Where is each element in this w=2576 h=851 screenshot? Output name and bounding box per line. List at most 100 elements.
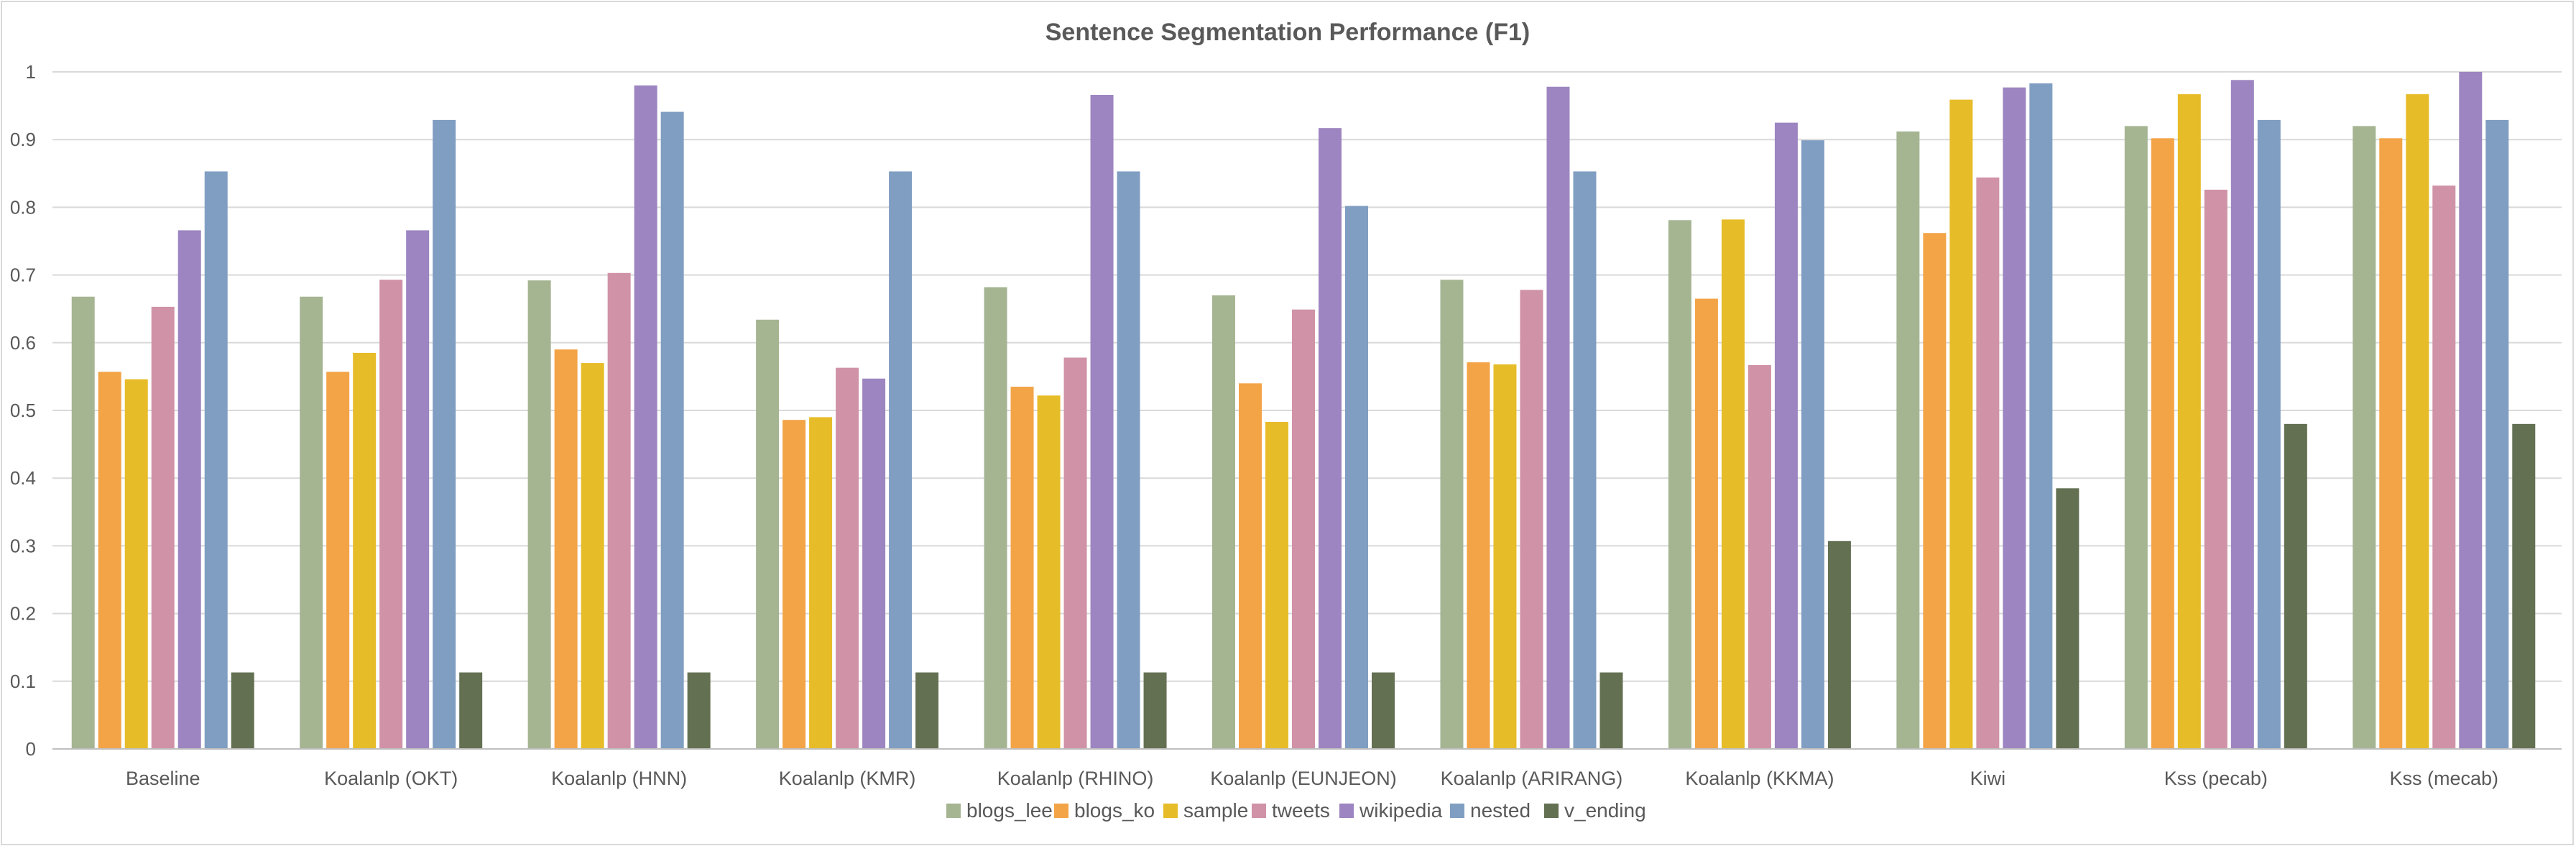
x-tick-label: Koalanlp (OKT) bbox=[324, 768, 458, 789]
bar-blogs_ko-10 bbox=[2379, 138, 2403, 750]
bar-v_ending-10 bbox=[2512, 423, 2536, 749]
bar-blogs_lee-3 bbox=[756, 319, 780, 750]
bar-wikipedia-6 bbox=[1546, 86, 1570, 749]
x-tick-label: Kiwi bbox=[1970, 768, 2006, 789]
legend-swatch-blogs_lee bbox=[946, 804, 961, 818]
bar-blogs_ko-4 bbox=[1010, 387, 1034, 749]
legend-label-sample: sample bbox=[1183, 799, 1248, 822]
bar-blogs_ko-2 bbox=[554, 349, 578, 750]
bar-sample-8 bbox=[1949, 99, 1973, 749]
bar-sample-2 bbox=[581, 363, 604, 749]
legend-label-blogs_ko: blogs_ko bbox=[1074, 799, 1155, 822]
bar-blogs_lee-1 bbox=[300, 296, 323, 749]
bar-wikipedia-0 bbox=[177, 230, 201, 750]
legend-label-tweets: tweets bbox=[1272, 799, 1330, 822]
y-tick-label: 0.1 bbox=[10, 671, 36, 692]
legend-label-wikipedia: wikipedia bbox=[1359, 799, 1443, 822]
bar-v_ending-6 bbox=[1599, 672, 1623, 749]
chart-title: Sentence Segmentation Performance (F1) bbox=[1045, 19, 1531, 46]
legend-swatch-sample bbox=[1163, 804, 1178, 818]
x-tick-label: Baseline bbox=[126, 768, 200, 789]
bar-wikipedia-9 bbox=[2230, 80, 2254, 749]
bar-sample-1 bbox=[353, 352, 377, 749]
bar-v_ending-3 bbox=[915, 672, 939, 749]
bar-tweets-1 bbox=[379, 280, 403, 750]
x-tick-label: Koalanlp (KKMA) bbox=[1685, 768, 1834, 789]
bar-v_ending-0 bbox=[231, 672, 254, 749]
bar-wikipedia-1 bbox=[406, 230, 430, 750]
bar-wikipedia-5 bbox=[1319, 128, 1342, 749]
bar-blogs_lee-7 bbox=[1668, 220, 1691, 750]
bar-sample-0 bbox=[124, 379, 148, 749]
bars bbox=[71, 72, 2536, 750]
bar-sample-4 bbox=[1037, 395, 1061, 749]
bar-tweets-2 bbox=[607, 272, 631, 749]
bar-nested-7 bbox=[1801, 140, 1824, 750]
bar-blogs_lee-4 bbox=[984, 287, 1007, 749]
bar-blogs_lee-6 bbox=[1440, 280, 1464, 750]
y-tick-label: 0.3 bbox=[10, 535, 36, 556]
y-tick-label: 0.6 bbox=[10, 332, 36, 354]
bar-sample-10 bbox=[2406, 94, 2429, 749]
bar-v_ending-8 bbox=[2056, 488, 2079, 749]
bar-tweets-8 bbox=[1976, 177, 2000, 749]
bar-wikipedia-4 bbox=[1090, 95, 1114, 749]
x-tick-label: Koalanlp (ARIRANG) bbox=[1441, 768, 1623, 789]
bar-v_ending-5 bbox=[1372, 672, 1395, 749]
y-tick-label: 0.5 bbox=[10, 400, 36, 421]
bar-blogs_lee-8 bbox=[1896, 131, 1920, 749]
legend-label-v_ending: v_ending bbox=[1564, 799, 1646, 822]
x-tick-label: Kss (mecab) bbox=[2389, 768, 2498, 789]
y-tick-label: 0.2 bbox=[10, 603, 36, 625]
y-tick-label: 1 bbox=[26, 61, 36, 83]
legend-swatch-v_ending bbox=[1544, 804, 1559, 818]
bar-v_ending-1 bbox=[459, 672, 483, 749]
bar-nested-10 bbox=[2485, 119, 2509, 749]
bar-v_ending-9 bbox=[2284, 423, 2307, 749]
bar-nested-1 bbox=[433, 119, 456, 749]
bar-blogs_ko-1 bbox=[326, 372, 350, 749]
legend-swatch-nested bbox=[1450, 804, 1464, 818]
bar-tweets-9 bbox=[2204, 189, 2228, 750]
legend-label-blogs_lee: blogs_lee bbox=[966, 799, 1053, 822]
bar-blogs_ko-7 bbox=[1694, 298, 1718, 749]
bar-wikipedia-8 bbox=[2003, 87, 2026, 749]
legend-swatch-wikipedia bbox=[1339, 804, 1354, 818]
bar-blogs_lee-2 bbox=[527, 280, 551, 749]
bar-blogs_ko-3 bbox=[783, 420, 806, 749]
x-tick-label: Koalanlp (EUNJEON) bbox=[1210, 768, 1397, 789]
bar-wikipedia-10 bbox=[2459, 72, 2483, 749]
legend: blogs_lee blogs_ko sample tweets wikipedia ne… bbox=[946, 799, 1646, 822]
bar-sample-5 bbox=[1265, 422, 1288, 749]
bar-nested-0 bbox=[204, 171, 228, 749]
bar-tweets-10 bbox=[2432, 185, 2456, 750]
x-axis-tick-labels: Baseline Koalanlp (OKT) Koalanlp (HNN) Koal… bbox=[126, 768, 2498, 789]
y-tick-label: 0.8 bbox=[10, 196, 36, 218]
x-tick-label: Koalanlp (HNN) bbox=[551, 768, 687, 789]
bar-blogs_ko-9 bbox=[2151, 138, 2174, 750]
bar-tweets-0 bbox=[151, 306, 175, 749]
bar-blogs_ko-6 bbox=[1467, 362, 1490, 749]
y-tick-label: 0 bbox=[26, 738, 36, 760]
bar-nested-2 bbox=[660, 111, 684, 749]
bar-v_ending-7 bbox=[1827, 540, 1851, 749]
bar-sample-3 bbox=[809, 417, 833, 749]
bar-blogs_ko-5 bbox=[1239, 383, 1262, 749]
bar-wikipedia-3 bbox=[862, 378, 886, 749]
y-tick-label: 0.9 bbox=[10, 129, 36, 150]
x-tick-label: Kss (pecab) bbox=[2164, 768, 2268, 789]
bar-tweets-7 bbox=[1748, 364, 1771, 749]
y-axis-tick-labels: 0 0.1 0.2 0.3 0.4 0.5 0.6 0.7 0.8 0.9 1 bbox=[10, 61, 36, 760]
bar-nested-4 bbox=[1117, 171, 1140, 749]
bar-wikipedia-2 bbox=[634, 85, 657, 750]
legend-swatch-blogs_ko bbox=[1054, 804, 1068, 818]
bar-nested-5 bbox=[1345, 206, 1368, 749]
y-tick-label: 0.4 bbox=[10, 467, 36, 489]
bar-tweets-5 bbox=[1292, 309, 1315, 750]
x-tick-label: Koalanlp (KMR) bbox=[779, 768, 916, 789]
legend-swatch-tweets bbox=[1252, 804, 1266, 818]
bar-nested-3 bbox=[889, 171, 913, 749]
